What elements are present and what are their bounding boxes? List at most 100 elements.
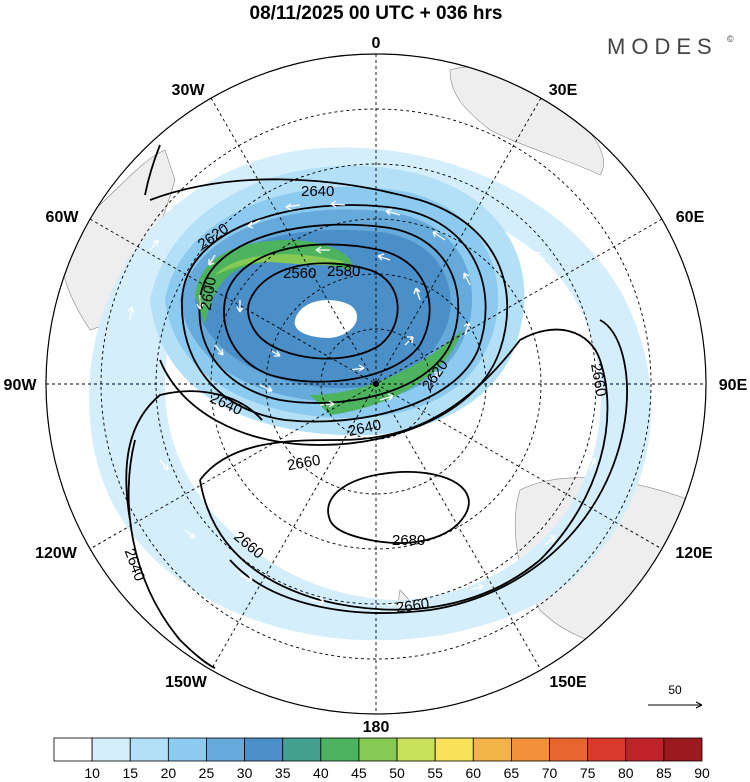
contour-label: 2660 bbox=[395, 595, 430, 616]
wind-arrow bbox=[405, 104, 421, 112]
colorbar-tick-label: 85 bbox=[656, 765, 672, 781]
colorbar-swatch bbox=[282, 737, 322, 762]
contour-label: 2580 bbox=[327, 263, 360, 280]
wind-arrow bbox=[149, 239, 159, 251]
colorbar-swatch bbox=[587, 737, 627, 762]
colorbar-swatch bbox=[167, 737, 207, 762]
wind-arrow bbox=[379, 393, 394, 401]
colorbar-tick-label: 20 bbox=[161, 765, 177, 781]
contour-label: 2680 bbox=[392, 532, 425, 549]
lon-label-0: 0 bbox=[372, 35, 381, 52]
map-title: 08/11/2025 00 UTC + 036 hrs bbox=[250, 3, 503, 24]
shade-jet-green-3 bbox=[310, 330, 462, 415]
colorbar-swatch bbox=[91, 737, 131, 762]
contour-label: 2660 bbox=[587, 362, 610, 398]
wind-arrow bbox=[377, 253, 391, 261]
colorbar-tick-label: 70 bbox=[542, 765, 558, 781]
wind-arrow bbox=[285, 203, 301, 211]
wind-arrow bbox=[159, 459, 169, 471]
wind-arrow bbox=[385, 208, 401, 216]
reference-arrow-head bbox=[695, 701, 703, 709]
lon-label-120e: 120E bbox=[675, 545, 713, 562]
colorbar-swatch bbox=[206, 737, 245, 762]
colorbar-tick-label: 80 bbox=[618, 765, 634, 781]
wind-arrow bbox=[432, 231, 446, 241]
brand-logo: MODES bbox=[607, 34, 718, 59]
colorbar-tick-label: 90 bbox=[694, 765, 710, 781]
wind-arrow bbox=[544, 535, 556, 546]
wind-arrow bbox=[404, 336, 414, 346]
wind-arrow bbox=[589, 457, 596, 471]
wind-arrow bbox=[214, 344, 224, 356]
wind-arrow bbox=[236, 300, 244, 313]
map-border bbox=[45, 53, 707, 715]
wind-arrow bbox=[319, 400, 335, 408]
colorbar-tick-label: 25 bbox=[199, 765, 215, 781]
colorbar-swatch bbox=[625, 737, 665, 762]
contour-2640-north-arc bbox=[144, 144, 161, 196]
lon-label-30e: 30E bbox=[549, 82, 578, 99]
contour-2640 bbox=[149, 178, 508, 446]
colorbar-tick-label: 45 bbox=[351, 765, 367, 781]
colorbar-tick-label: 40 bbox=[313, 765, 329, 781]
lon-label-30w: 30W bbox=[172, 82, 206, 99]
colorbar-tick-label: 30 bbox=[237, 765, 253, 781]
shade-jet-green-2 bbox=[215, 254, 345, 275]
contour-2680 bbox=[327, 471, 470, 544]
wind-arrow bbox=[413, 287, 421, 301]
contour-2620 bbox=[181, 204, 487, 423]
wind-arrow bbox=[469, 421, 481, 431]
contour-labels: 2560 2580 2600 2620 2620 2640 2640 2640 … bbox=[121, 183, 610, 617]
contour-label: 2640 bbox=[347, 416, 383, 440]
colorbar-tick-label: 60 bbox=[466, 765, 482, 781]
wind-arrow bbox=[578, 308, 586, 321]
colorbar-swatch bbox=[53, 737, 93, 762]
contour-label: 2600 bbox=[197, 276, 220, 312]
wind-vectors bbox=[127, 96, 604, 608]
wind-arrow bbox=[276, 109, 291, 117]
colorbar-tick-label: 35 bbox=[275, 765, 291, 781]
brand-copyright-mark: © bbox=[727, 34, 734, 44]
wind-arrow bbox=[247, 219, 261, 229]
colorbar-tick-label: 75 bbox=[580, 765, 596, 781]
wind-arrow bbox=[330, 200, 346, 208]
colorbar-tick-label: 55 bbox=[427, 765, 443, 781]
wind-arrow bbox=[469, 583, 484, 591]
colorbar-swatch bbox=[129, 737, 169, 762]
contour-label: 2640 bbox=[301, 183, 334, 200]
contour-label: 2660 bbox=[286, 452, 322, 475]
contour-2560 bbox=[247, 262, 399, 360]
reference-vector-label: 50 bbox=[668, 683, 682, 697]
colorbar-tick-label: 65 bbox=[504, 765, 520, 781]
colorbar-swatch bbox=[320, 737, 360, 762]
colorbar-swatch bbox=[472, 737, 512, 762]
lon-label-60w: 60W bbox=[46, 209, 80, 226]
colorbar-swatch bbox=[511, 737, 550, 762]
contour-2640-west bbox=[125, 390, 263, 521]
colorbar-tick-label: 10 bbox=[84, 765, 100, 781]
colorbar-swatch bbox=[549, 737, 589, 762]
lon-label-60e: 60E bbox=[676, 209, 705, 226]
wind-arrow bbox=[340, 96, 355, 104]
wind-arrow bbox=[269, 349, 281, 357]
lon-label-150w: 150W bbox=[165, 674, 208, 691]
colorbar-swatch bbox=[396, 737, 436, 762]
south-pole-marker bbox=[373, 381, 379, 387]
colorbar: 10 15 20 25 30 35 40 45 50 55 60 65 70 75 80 85 90 bbox=[53, 737, 710, 781]
shade-pole-hole bbox=[294, 300, 358, 338]
wind-arrow bbox=[196, 295, 204, 310]
colorbar-tick-label: 50 bbox=[389, 765, 405, 781]
lon-label-90e: 90E bbox=[719, 377, 748, 394]
wind-arrow bbox=[127, 306, 135, 321]
lon-label-180: 180 bbox=[363, 719, 390, 736]
height-contours bbox=[125, 144, 628, 669]
longitude-labels: 0 30E 60E 90E 120E 150E 180 150W 120W 90… bbox=[4, 35, 748, 736]
lon-label-150e: 150E bbox=[549, 674, 587, 691]
reference-vector: 50 bbox=[648, 683, 703, 709]
wind-arrow bbox=[463, 272, 471, 286]
contour-2660-center bbox=[199, 328, 609, 611]
colorbar-swatch bbox=[663, 737, 703, 762]
wind-arrow bbox=[499, 491, 511, 501]
wind-arrow bbox=[429, 371, 441, 381]
